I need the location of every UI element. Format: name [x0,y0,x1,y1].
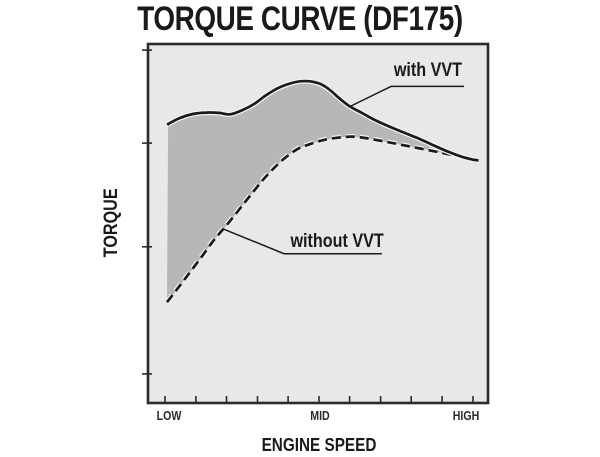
series-label-with-vvt: with VVT [393,60,463,81]
without-vvt-callout-line [222,228,382,255]
y-axis-title: TORQUE [101,188,122,258]
x-tick-label-mid: MID [310,409,330,423]
with-vvt-curve [166,79,476,162]
without-vvt-curve [165,135,482,303]
x-tick-label-low: LOW [156,409,182,423]
vvt-gain-shaded-region [167,81,481,303]
chart-title: TORQUE CURVE (DF175) [137,0,463,38]
with-vvt-callout-line [349,85,464,108]
series-label-without-vvt: without VVT [290,231,384,252]
x-tick-label-high: HIGH [452,409,480,423]
x-axis-title: ENGINE SPEED [261,435,377,455]
plot-border [146,42,490,405]
